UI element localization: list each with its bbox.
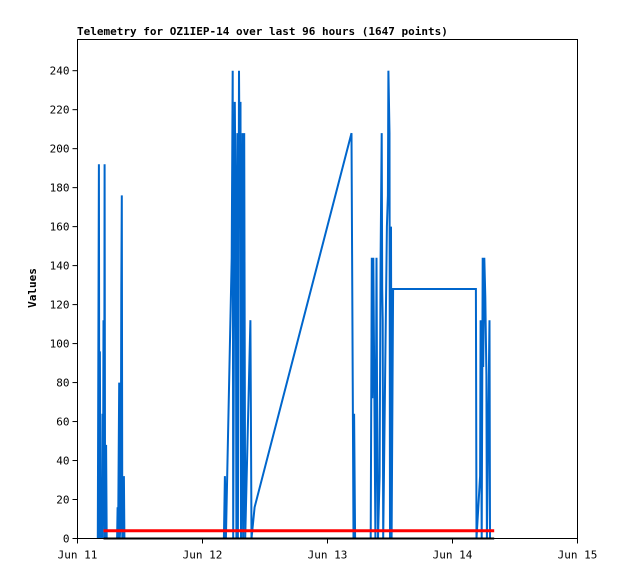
y-tick-label: 20 (56, 494, 69, 507)
y-tick-label: 40 (56, 455, 69, 468)
y-tick-label: 160 (50, 221, 70, 234)
y-tick-label: 0 (63, 533, 70, 546)
y-tick-label: 100 (50, 338, 70, 351)
x-tick-label: Jun 11 (58, 549, 98, 562)
plot-frame (77, 39, 578, 539)
y-tick-label: 140 (50, 260, 70, 273)
y-tick-label: 60 (56, 416, 69, 429)
y-tick-label: 120 (50, 299, 70, 312)
x-tick-label: Jun 15 (558, 549, 598, 562)
y-tick-label: 180 (50, 182, 70, 195)
y-tick-label: 220 (50, 104, 70, 117)
series-group (96, 70, 495, 540)
series-line-0 (96, 70, 491, 540)
x-axis: Jun 11 Jun 12 Jun 13 Jun 14 Jun 15 (58, 538, 598, 562)
y-axis: 0 20 40 60 80 100 120 140 160 180 200 220 240 (50, 65, 78, 546)
x-tick-label: Jun 12 (183, 549, 223, 562)
y-axis-label: Values (26, 268, 39, 308)
x-tick-label: Jun 13 (308, 549, 348, 562)
y-tick-label: 80 (56, 377, 69, 390)
x-tick-label: Jun 14 (433, 549, 473, 562)
chart-title: Telemetry for OZ1IEP-14 over last 96 hou… (77, 25, 448, 38)
y-tick-label: 240 (50, 65, 70, 78)
y-tick-label: 200 (50, 143, 70, 156)
